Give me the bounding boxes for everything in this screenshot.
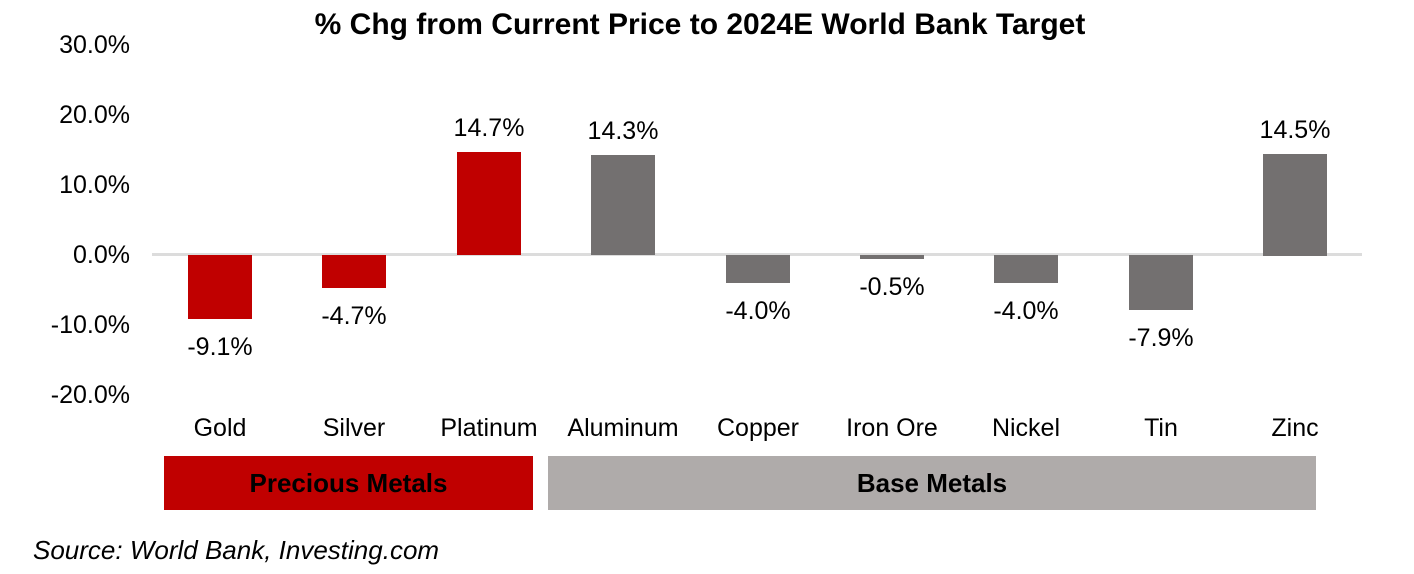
bar-aluminum [591,155,655,255]
group-band-base-metals: Base Metals [548,456,1316,510]
y-tick-0.0%: 0.0% [73,241,130,269]
group-band-precious-label: Precious Metals [249,468,448,498]
bar-gold [188,255,252,319]
bar-platinum [457,152,521,255]
value-label-tin: -7.9% [1128,324,1194,352]
value-label-platinum: 14.7% [453,114,525,142]
value-label-silver: -4.7% [321,302,387,330]
category-label-nickel: Nickel [991,414,1061,442]
y-tick-30.0%: 30.0% [59,31,130,59]
bar-silver [322,255,386,288]
value-label-copper: -4.0% [725,297,791,325]
category-label-copper: Copper [717,414,799,442]
category-label-platinum: Platinum [440,414,538,442]
value-label-aluminum: 14.3% [587,117,659,145]
value-label-zinc: 14.5% [1259,116,1331,144]
zero-gridline [152,253,1362,256]
source-note: Source: World Bank, Investing.com [33,535,440,565]
y-tick-10.0%: 10.0% [59,171,130,199]
y-tick-20.0%: 20.0% [59,101,130,129]
bar-copper [726,255,790,283]
bar-iron-ore [860,255,924,259]
category-label-aluminum: Aluminum [567,414,679,442]
value-label-nickel: -4.0% [993,297,1059,325]
category-label-tin: Tin [1144,414,1178,442]
group-band-base-label: Base Metals [856,468,1008,498]
value-label-gold: -9.1% [187,333,253,361]
chart-title: % Chg from Current Price to 2024E World … [314,8,1086,41]
value-label-iron-ore: -0.5% [859,273,925,301]
y-tick--20.0%: -20.0% [50,381,130,409]
category-label-iron-ore: Iron Ore [846,414,938,442]
group-band-precious-metals: Precious Metals [164,456,533,510]
bar-zinc [1263,154,1327,256]
bar-tin [1129,255,1193,310]
category-label-gold: Gold [193,414,247,442]
y-tick--10.0%: -10.0% [50,311,130,339]
category-label-silver: Silver [322,414,386,442]
bar-nickel [994,255,1058,283]
category-label-zinc: Zinc [1271,414,1319,442]
